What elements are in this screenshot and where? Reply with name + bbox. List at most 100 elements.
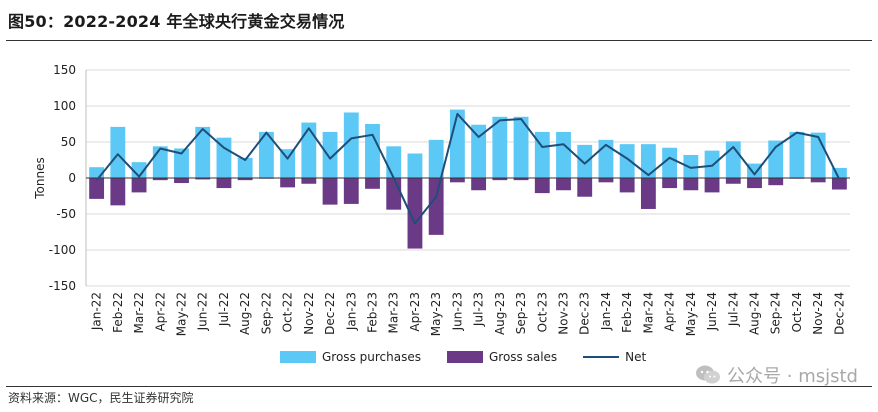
x-tick-label: Jan-22 [90,292,104,331]
x-tick-label: Dec-23 [578,292,592,335]
x-tick-label: Jul-22 [217,292,231,327]
x-tick-label: Jan-23 [344,292,358,331]
y-tick-label: -100 [49,243,76,257]
bar-gross-sales [428,178,444,235]
x-tick-label: Jul-23 [472,292,486,327]
watermark: 公众号 · msjstd [695,362,858,388]
y-tick-label: 50 [61,135,76,149]
bar-gross-sales [131,178,147,193]
bar-gross-purchases [237,157,253,178]
bar-gross-sales [407,178,423,249]
bar-gross-sales [216,178,232,189]
legend-swatch-sales [446,351,483,363]
bar-gross-sales [492,178,508,181]
bar-gross-purchases [258,131,274,178]
bar-gross-sales [174,178,189,184]
legend-swatch-net [583,356,620,358]
bar-gross-purchases [492,116,508,178]
bar-gross-purchases [365,124,380,178]
bar-gross-sales [768,178,784,186]
legend-item-sales: Gross sales [446,350,558,364]
bar-gross-sales [683,178,699,191]
bar-gross-sales [704,178,720,193]
legend-label-net: Net [625,350,647,364]
x-tick-label: Jul-24 [726,292,740,327]
x-tick-label: Sep-22 [259,292,273,334]
x-tick-label: May-22 [175,292,189,336]
x-tick-label: Jun-22 [196,292,210,331]
bar-gross-sales [640,178,656,209]
bar-gross-purchases [89,167,105,178]
legend-item-purchases: Gross purchases [280,350,421,364]
bar-gross-purchases [386,146,402,178]
x-tick-label: Mar-23 [387,292,401,333]
legend-swatch-purchases [280,351,316,363]
bar-gross-sales [152,178,168,181]
bar-gross-sales [556,178,571,191]
wechat-icon [696,365,721,384]
chart-legend: Gross purchases Gross sales Net [280,350,646,364]
bar-gross-purchases [810,132,826,178]
x-tick-label: Jun-23 [450,292,464,331]
bar-gross-purchases [195,126,211,178]
bar-gross-purchases [301,122,317,178]
bar-gross-purchases [831,167,847,178]
bar-gross-purchases [152,146,168,178]
bar-gross-sales [89,178,105,199]
bar-gross-purchases [619,144,635,178]
x-tick-label: May-24 [684,292,698,336]
bar-gross-purchases [577,144,593,178]
legend-label-sales: Gross sales [488,350,558,364]
x-tick-label: Feb-23 [366,292,380,333]
legend-label-purchases: Gross purchases [322,350,421,364]
bar-gross-purchases [407,153,423,178]
y-tick-label: -150 [49,279,76,293]
bar-gross-sales [831,178,847,190]
bar-gross-purchases [768,140,784,178]
bar-gross-sales [747,178,762,189]
bar-gross-purchases [683,154,699,178]
y-tick-label: 150 [53,63,76,77]
bar-gross-sales [598,178,614,183]
bar-gross-purchases [704,150,720,178]
bar-gross-sales [280,178,296,188]
title-rule [6,40,872,41]
chart-title: 图50：2022-2024 年全球央行黄金交易情况 [8,12,345,31]
x-tick-label: Jan-24 [599,292,613,331]
bar-gross-purchases [280,149,296,178]
y-axis-title: Tonnes [33,157,47,199]
x-tick-label: Jun-24 [705,292,719,331]
bar-gross-sales [343,178,359,204]
bar-gross-purchases [556,131,571,178]
bar-gross-sales [322,178,338,205]
bar-gross-sales [110,178,126,206]
series-line-net [95,112,841,225]
y-tick-label: 0 [68,171,76,185]
bar-gross-purchases [174,148,189,178]
bar-gross-sales [449,178,465,183]
x-tick-label: Nov-23 [557,292,571,335]
x-tick-label: Oct-23 [535,292,549,332]
x-tick-label: Aug-24 [748,292,762,335]
y-tick-label: -50 [56,207,76,221]
x-tick-label: Dec-22 [323,292,337,335]
bar-gross-sales [386,178,402,210]
bar-gross-sales [365,178,380,189]
bar-gross-sales [619,178,635,193]
bar-gross-sales [471,178,487,191]
source-note: 资料来源：WGC，民生证券研究院 [8,391,194,405]
bar-gross-purchases [640,144,656,178]
x-tick-label: Apr-22 [153,292,167,332]
x-tick-label: Aug-23 [493,292,507,335]
legend-item-net: Net [583,350,646,364]
x-tick-label: Nov-22 [302,292,316,335]
bar-gross-purchases [662,147,678,178]
x-tick-label: Dec-24 [832,292,846,335]
x-tick-label: Mar-24 [641,292,655,333]
source-rule [6,386,872,387]
y-tick-label: 100 [53,99,76,113]
bar-gross-sales [810,178,826,183]
bar-gross-purchases [216,137,232,178]
x-tick-label: Oct-22 [281,292,295,332]
